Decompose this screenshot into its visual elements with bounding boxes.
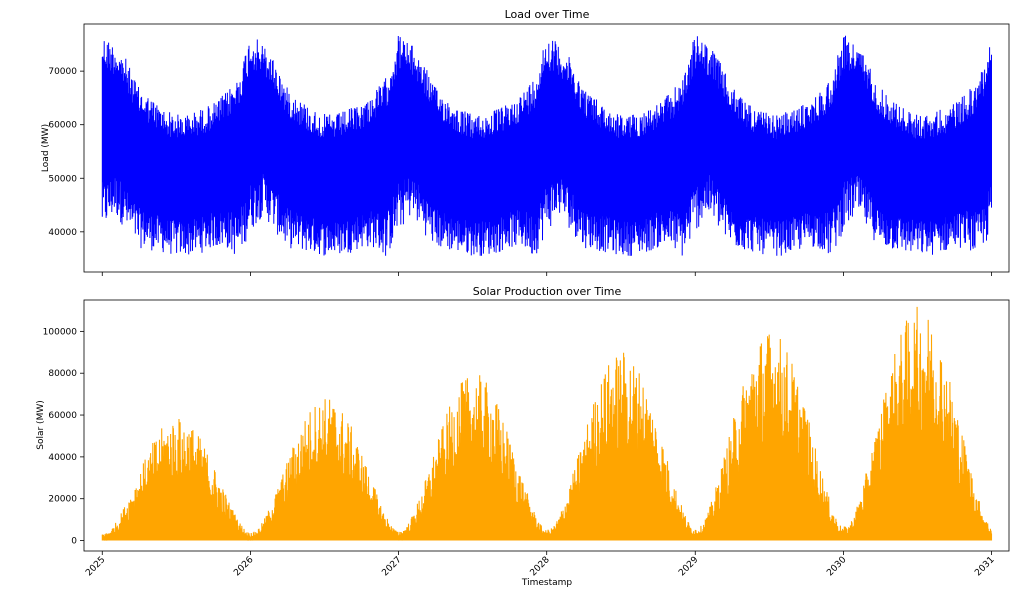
load-y-ticks: 40000 50000 60000 70000 [48,67,84,238]
solar-y-tick-label: 100000 [43,327,78,337]
solar-x-ticks: 2025 2026 2027 2028 2029 2030 2031 [84,551,997,578]
solar-x-tick-label: 2031 [973,555,996,578]
solar-x-tick-label: 2030 [825,555,848,578]
solar-x-tick-label: 2025 [84,555,107,578]
solar-y-tick-label: 40000 [48,453,77,463]
solar-chart-title: Solar Production over Time [473,285,622,298]
load-chart: Load over Time 40000 50000 60000 70000 Load… [41,8,1010,276]
load-y-tick-label: 40000 [48,228,77,238]
load-chart-title: Load over Time [505,8,590,21]
solar-y-tick-label: 20000 [48,495,77,505]
solar-chart: Solar Production over Time 0 20000 40000 60… [36,285,1010,588]
solar-plot-area [101,306,993,541]
solar-x-tick-label: 2027 [380,555,403,578]
solar-y-tick-label: 0 [71,537,77,547]
solar-y-tick-label: 80000 [48,369,77,379]
solar-series-line [101,306,993,541]
load-plot-area [101,35,992,256]
solar-y-axis-label: Solar (MW) [36,400,46,449]
load-y-tick-label: 70000 [48,67,77,77]
solar-y-ticks: 0 20000 40000 60000 80000 100000 [43,327,84,547]
load-series-line [101,35,992,256]
solar-y-tick-label: 60000 [48,411,77,421]
solar-x-tick-label: 2029 [677,555,700,578]
load-y-axis-label: Load (MW) [41,124,51,172]
load-x-ticks [101,272,992,276]
load-y-tick-label: 50000 [48,174,77,184]
solar-x-axis-label: Timestamp [521,578,573,588]
load-y-tick-label: 60000 [48,121,77,131]
solar-x-tick-label: 2028 [529,555,552,578]
solar-x-tick-label: 2026 [232,555,255,578]
